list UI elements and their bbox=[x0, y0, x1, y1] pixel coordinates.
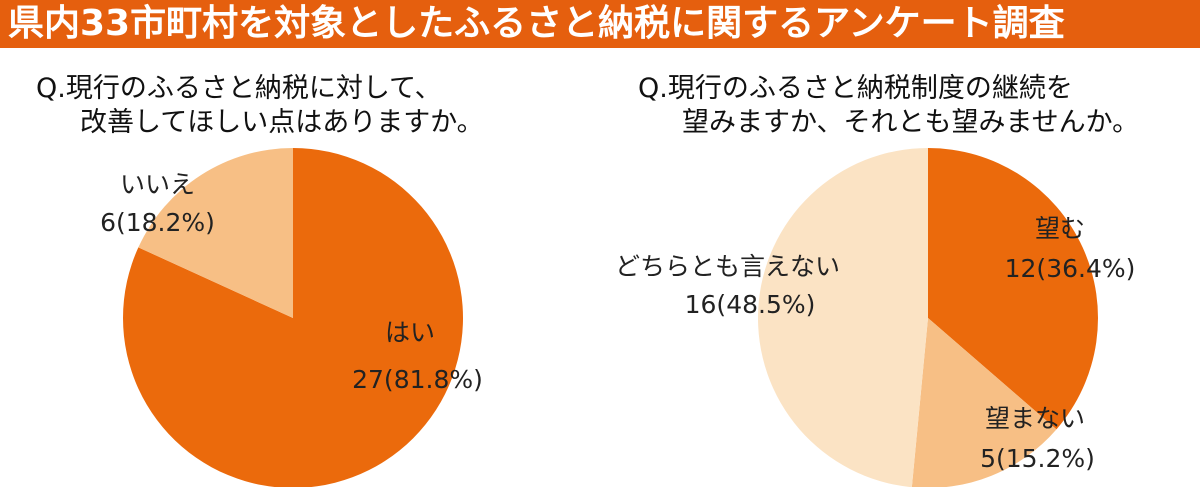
pie2-slice-0 bbox=[928, 148, 1098, 430]
slice-value-iie: 6(18.2%) bbox=[100, 208, 215, 237]
slice-label-iie: いいえ bbox=[119, 170, 195, 199]
slice-label-hai: はい bbox=[384, 318, 435, 347]
question-1-line-1: Q.現行のふるさと納税に対して、 bbox=[36, 73, 442, 104]
question-2-line-2: 望みますか、それとも望みませんか。 bbox=[682, 107, 1140, 138]
slice-value-want: 12(36.4%) bbox=[1004, 254, 1136, 283]
slice-value-not-want: 5(15.2%) bbox=[980, 444, 1095, 473]
slice-label-neither: どちらとも言えない bbox=[614, 252, 840, 281]
question-1-line-2: 改善してほしい点はありますか。 bbox=[80, 107, 484, 138]
chart-title: 県内33市町村を対象としたふるさと納税に関するアンケート調査 bbox=[8, 3, 1065, 44]
pie1-slice-1 bbox=[138, 148, 293, 318]
pie1-slice-0 bbox=[123, 148, 463, 487]
slice-label-not-want: 望まない bbox=[984, 404, 1085, 433]
pie2-slice-2 bbox=[758, 148, 928, 487]
slice-value-neither: 16(48.5%) bbox=[684, 290, 816, 319]
slice-value-hai: 27(81.8%) bbox=[352, 365, 483, 394]
slice-label-want: 望む bbox=[1034, 214, 1085, 243]
title-banner: 県内33市町村を対象としたふるさと納税に関するアンケート調査 bbox=[0, 0, 1200, 48]
question-2-line-1: Q.現行のふるさと納税制度の継続を bbox=[638, 73, 1073, 104]
pie2-slice-1 bbox=[911, 318, 1057, 487]
